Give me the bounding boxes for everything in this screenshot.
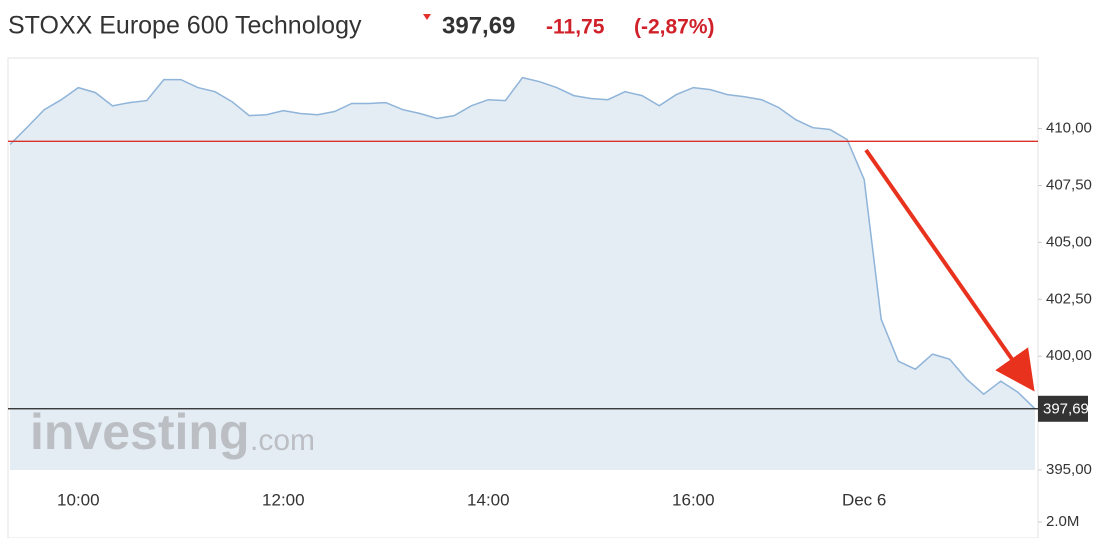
annotation-arrow	[864, 148, 1035, 392]
x-tick-label: 16:00	[672, 490, 715, 509]
x-tick-label: 10:00	[57, 490, 100, 509]
last-price-tag	[1038, 395, 1088, 422]
chart-title: STOXX Europe 600 Technology	[8, 12, 362, 40]
last-price: 397,69	[442, 12, 515, 39]
price-change: -11,75	[546, 16, 605, 39]
x-tick-label: Dec 6	[842, 490, 886, 509]
x-tick-label: 14:00	[467, 490, 510, 509]
y-tick-label: 400,00	[1046, 347, 1092, 364]
watermark-suffix: .com	[250, 424, 315, 457]
area-fill	[10, 77, 1035, 470]
y-tick-label: 405,00	[1046, 233, 1092, 250]
y-tick-label: 402,50	[1046, 290, 1092, 307]
price-line	[9, 76, 1036, 410]
last-price-tag-label: 397,69	[1043, 401, 1089, 418]
price-change-pct: (-2,87%)	[634, 16, 715, 39]
volume-tick-label: 2.0M	[1046, 513, 1079, 530]
y-tick-label: 410,00	[1046, 120, 1092, 137]
direction-icon	[423, 14, 431, 20]
y-tick-label: 395,00	[1046, 461, 1092, 478]
watermark: investing	[30, 404, 249, 460]
y-tick-label: 407,50	[1046, 176, 1092, 193]
x-tick-label: 12:00	[262, 490, 305, 509]
